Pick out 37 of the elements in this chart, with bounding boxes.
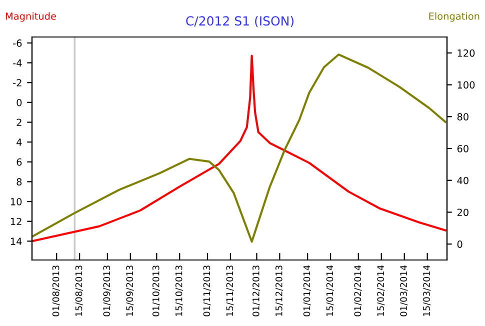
x-tick-label: 15/02/2014 [377, 265, 385, 316]
x-tick-label: 01/01/2014 [303, 265, 311, 316]
y2-tick-label: 60 [457, 144, 468, 152]
y-tick-label: 0 [16, 98, 22, 106]
y-axis-title: Magnitude [6, 12, 56, 22]
y-tick-label: 8 [16, 178, 22, 186]
y2-axis-title: Elongation [429, 12, 480, 22]
y2-tick-label: 100 [458, 81, 475, 89]
x-tick-label: 01/02/2014 [354, 265, 362, 316]
y2-tick-label: 120 [458, 49, 475, 57]
y2-tick-label: 80 [457, 113, 468, 120]
x-tick-label: 01/10/2013 [152, 266, 160, 316]
x-tick-label: 15/11/2013 [226, 266, 234, 316]
x-tick-label: 01/12/2013 [252, 266, 260, 316]
x-tick-label: 01/03/2014 [400, 265, 408, 316]
x-tick-label: 15/03/2014 [423, 265, 431, 316]
y2-tick-label: 20 [457, 208, 468, 216]
x-tick-label: 15/09/2013 [126, 266, 134, 316]
y2-tick-label: 0 [457, 240, 462, 248]
y-tick-label: -2 [13, 79, 22, 86]
x-tick-label: 15/10/2013 [175, 266, 183, 316]
y-tick-label: 6 [16, 158, 22, 166]
y-tick-label: 10 [10, 198, 22, 206]
y-tick-label: 12 [10, 218, 22, 226]
x-tick-label: 15/12/2013 [275, 266, 284, 316]
y-tick-label: -4 [13, 59, 22, 66]
y-tick-label: 14 [10, 238, 22, 245]
y-tick-label: 2 [16, 118, 22, 126]
x-tick-label: 15/01/2014 [326, 265, 334, 316]
x-tick-label: 01/09/2013 [103, 266, 111, 316]
x-tick-label: 15/08/2013 [75, 266, 83, 316]
y-tick-label: 4 [16, 138, 22, 146]
y-tick-label: -6 [13, 39, 22, 47]
chart-title: C/2012 S1 (ISON) [186, 16, 294, 28]
y2-tick-label: 40 [457, 176, 468, 184]
x-tick-label: 01/08/2013 [52, 266, 60, 316]
x-tick-label: 01/11/2013 [203, 266, 211, 316]
